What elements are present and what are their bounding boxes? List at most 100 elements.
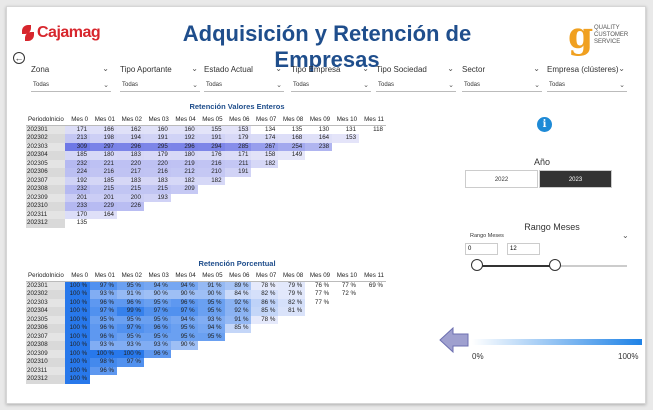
matrix-cell: 153 (332, 134, 360, 143)
color-scale-legend (472, 339, 642, 345)
matrix-cell: 160 (143, 125, 171, 134)
column-header[interactable]: Mes 08 (278, 114, 306, 126)
range-handle-max[interactable] (549, 259, 562, 271)
matrix-cell: 193 (143, 193, 171, 202)
matrix-cell: 170 (65, 210, 91, 219)
matrix-cell: 90 % (143, 290, 171, 299)
column-header[interactable]: Mes 01 (90, 270, 117, 282)
matrix-cell: 96 % (90, 324, 117, 333)
year-option-2022[interactable]: 2022 (465, 170, 538, 188)
matrix-cell: 179 (143, 151, 171, 160)
chevron-down-icon[interactable]: ⌄ (447, 64, 454, 73)
filter-dropdown[interactable]: Todas ⌄ (376, 80, 456, 92)
filter-empresa-cl-steres-: Empresa (clústeres) ⌄ Todas ⌄ (547, 64, 627, 92)
column-header[interactable]: Mes 0 (65, 114, 91, 126)
column-header[interactable]: Mes 10 (332, 270, 360, 282)
matrix-cell: 213 (65, 134, 91, 143)
filter-label: Tipo Empresa (291, 65, 341, 74)
column-header[interactable]: Mes 04 (170, 114, 198, 126)
matrix-cell: 238 (305, 142, 333, 151)
matrix-cell: 180 (90, 151, 117, 160)
column-header[interactable]: Mes 02 (117, 270, 144, 282)
matrix-cell: 89 % (224, 281, 252, 290)
column-header[interactable]: PeriodoInicio (26, 270, 66, 282)
column-header[interactable]: Mes 02 (117, 114, 144, 126)
matrix-cell: 179 (224, 134, 252, 143)
matrix-cell: 183 (117, 151, 144, 160)
table-row: 202303 309 297 296 295 296 294 285 267 254 238 (26, 142, 386, 151)
period-label: 202310 (26, 202, 66, 211)
chevron-down-icon[interactable]: ⌄ (618, 64, 625, 73)
column-header[interactable]: Mes 05 (197, 114, 225, 126)
matrix-cell: 95 % (117, 332, 144, 341)
column-header[interactable]: Mes 0 (65, 270, 91, 282)
filter-dropdown[interactable]: Todas ⌄ (291, 80, 371, 92)
matrix-cell: 97 % (143, 307, 171, 316)
column-header[interactable]: Mes 06 (224, 270, 252, 282)
period-label: 202304 (26, 307, 66, 316)
column-header[interactable]: Mes 08 (278, 270, 306, 282)
column-header[interactable]: Mes 04 (170, 270, 198, 282)
chevron-down-icon: ⌄ (363, 82, 369, 89)
matrix-cell: 93 % (90, 341, 117, 350)
matrix-cell: 183 (143, 176, 171, 185)
retention-pct-title: Retención Porcentual (198, 259, 276, 268)
column-header[interactable]: Mes 01 (90, 114, 117, 126)
matrix-cell: 191 (143, 134, 171, 143)
chevron-down-icon[interactable]: ⌄ (533, 64, 540, 73)
matrix-cell: 164 (90, 210, 117, 219)
matrix-cell: 100 % (90, 349, 117, 358)
column-header[interactable]: Mes 05 (197, 270, 225, 282)
matrix-cell: 210 (197, 168, 225, 177)
column-header[interactable]: Mes 11 (359, 270, 386, 282)
chevron-down-icon[interactable]: ⌄ (191, 64, 198, 73)
filter-label: Sector (462, 65, 486, 74)
info-icon[interactable]: i (537, 117, 552, 132)
period-label: 202306 (26, 168, 66, 177)
matrix-cell: 95 % (143, 332, 171, 341)
filter-dropdown[interactable]: Todas ⌄ (204, 80, 284, 92)
range-title: Rango Meses (524, 222, 580, 232)
matrix-cell: 91 % (117, 290, 144, 299)
column-header[interactable]: Mes 07 (251, 270, 279, 282)
column-header[interactable]: Mes 09 (305, 114, 333, 126)
matrix-cell: 185 (65, 151, 91, 160)
matrix-cell: 201 (90, 193, 117, 202)
column-header[interactable]: Mes 06 (224, 114, 252, 126)
chevron-down-icon[interactable]: ⌄ (102, 64, 109, 73)
column-header[interactable]: Mes 09 (305, 270, 333, 282)
range-min-input[interactable]: 0 (465, 243, 498, 255)
chevron-down-icon[interactable]: ⌄ (622, 231, 629, 240)
matrix-cell: 216 (143, 168, 171, 177)
period-label: 202309 (26, 349, 66, 358)
matrix-cell: 171 (224, 151, 252, 160)
cajamag-logo: Cajamag (21, 23, 101, 43)
filter-dropdown[interactable]: Todas ⌄ (462, 80, 542, 92)
arrow-left-icon[interactable]: ← (13, 52, 25, 64)
column-header[interactable]: Mes 10 (332, 114, 360, 126)
matrix-cell: 182 (197, 176, 225, 185)
chevron-down-icon[interactable]: ⌄ (275, 64, 282, 73)
range-handle-min[interactable] (471, 259, 483, 271)
filter-dropdown[interactable]: Todas ⌄ (547, 80, 627, 92)
column-header[interactable]: Mes 07 (251, 114, 279, 126)
year-option-2023[interactable]: 2023 (539, 170, 612, 188)
matrix-cell: 90 % (170, 290, 198, 299)
period-label: 202302 (26, 290, 66, 299)
matrix-cell: 100 % (65, 298, 91, 307)
column-header[interactable]: Mes 03 (143, 270, 171, 282)
matrix-cell: 226 (117, 202, 144, 211)
matrix-cell: 97 % (90, 307, 117, 316)
column-header[interactable]: Mes 11 (359, 114, 386, 126)
filter-dropdown[interactable]: Todas ⌄ (31, 80, 111, 92)
matrix-cell: 92 % (224, 298, 252, 307)
column-header[interactable]: PeriodoInicio (26, 114, 66, 126)
matrix-cell: 96 % (90, 298, 117, 307)
filter-dropdown[interactable]: Todas ⌄ (120, 80, 200, 92)
matrix-cell: 168 (278, 134, 306, 143)
matrix-cell: 100 % (65, 341, 91, 350)
matrix-cell: 200 (117, 193, 144, 202)
range-max-input[interactable]: 12 (507, 243, 540, 255)
chevron-down-icon[interactable]: ⌄ (362, 64, 369, 73)
column-header[interactable]: Mes 03 (143, 114, 171, 126)
